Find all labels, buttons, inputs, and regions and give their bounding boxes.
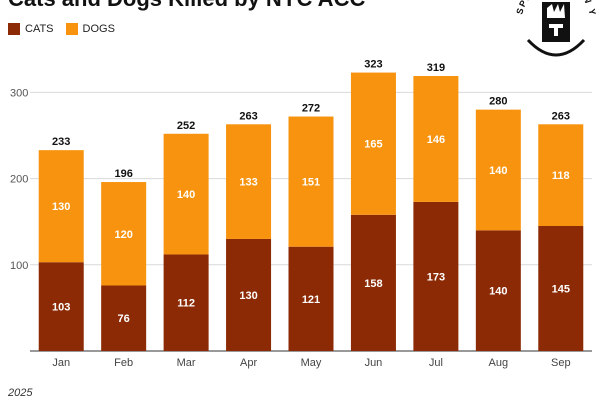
legend-swatch-dogs <box>65 23 78 35</box>
total-label-sep: 263 <box>552 110 570 122</box>
bar-cats-aug <box>475 230 521 351</box>
bar-dogs-jan <box>38 150 84 263</box>
bar-dogs-aug <box>475 109 521 231</box>
data-label-cats-jun: 158 <box>364 278 382 290</box>
bar-dogs-sep <box>538 124 584 227</box>
data-label-dogs-mar: 140 <box>177 189 195 201</box>
stamp-logo-icon: THE SPIRIT OF NEW YORK <box>514 0 596 57</box>
legend-swatch-cats <box>8 23 20 35</box>
data-label-cats-sep: 145 <box>552 284 570 296</box>
total-label-feb: 196 <box>114 168 132 180</box>
total-label-jun: 323 <box>364 59 382 71</box>
data-label-cats-aug: 140 <box>489 286 507 298</box>
legend: CATS DOGS <box>8 23 115 35</box>
bar-dogs-may <box>288 116 334 247</box>
total-label-mar: 252 <box>177 120 195 132</box>
bar-dogs-mar <box>163 133 209 255</box>
total-label-jul: 319 <box>427 62 445 74</box>
data-label-cats-apr: 130 <box>239 290 257 302</box>
data-label-dogs-jan: 130 <box>52 201 70 213</box>
data-label-dogs-jul: 146 <box>427 134 445 146</box>
data-label-dogs-jun: 165 <box>364 139 382 151</box>
data-label-dogs-aug: 140 <box>489 165 507 177</box>
total-label-aug: 280 <box>489 96 507 108</box>
total-label-jan: 233 <box>52 136 70 148</box>
data-label-dogs-feb: 120 <box>114 229 132 241</box>
data-label-cats-feb: 76 <box>118 313 130 325</box>
bar-cats-feb <box>101 285 147 351</box>
legend-item-dogs: DOGS <box>65 23 115 35</box>
data-label-cats-mar: 112 <box>177 298 195 310</box>
legend-label-cats: CATS <box>25 23 54 35</box>
bar-cats-mar <box>163 254 209 351</box>
footnote: 2025 <box>8 387 33 399</box>
y-tick-label-100: 100 <box>10 260 28 272</box>
x-tick-label-apr: Apr <box>240 357 257 369</box>
x-tick-label-jun: Jun <box>365 357 383 369</box>
data-label-cats-jul: 173 <box>427 271 445 283</box>
x-tick-label-feb: Feb <box>114 357 133 369</box>
legend-item-cats: CATS <box>8 23 54 35</box>
bar-dogs-jun <box>350 72 396 215</box>
x-tick-label-mar: Mar <box>177 357 196 369</box>
x-tick-label-may: May <box>301 357 322 369</box>
data-label-dogs-may: 151 <box>302 177 320 189</box>
bar-cats-jan <box>38 262 84 351</box>
bar-cats-may <box>288 246 334 351</box>
data-label-cats-jan: 103 <box>52 302 70 314</box>
bar-dogs-feb <box>101 182 147 286</box>
bar-cats-jun <box>350 214 396 351</box>
y-tick-label-300: 300 <box>10 87 28 99</box>
x-tick-label-sep: Sep <box>551 357 571 369</box>
data-label-dogs-sep: 118 <box>552 170 570 182</box>
bar-dogs-jul <box>413 76 459 202</box>
total-label-apr: 263 <box>239 110 257 122</box>
bar-cats-jul <box>413 201 459 351</box>
bar-cats-sep <box>538 226 584 351</box>
x-tick-label-jan: Jan <box>52 357 70 369</box>
x-tick-label-jul: Jul <box>429 357 443 369</box>
total-label-may: 272 <box>302 103 320 115</box>
data-label-dogs-apr: 133 <box>239 177 257 189</box>
chart-title: Cats and Dogs Killed by NYC ACC <box>8 0 365 12</box>
bar-cats-apr <box>226 238 272 351</box>
data-label-cats-may: 121 <box>302 294 320 306</box>
y-tick-label-200: 200 <box>10 174 28 186</box>
legend-label-dogs: DOGS <box>82 23 115 35</box>
x-tick-label-aug: Aug <box>489 357 509 369</box>
bar-dogs-apr <box>226 124 272 239</box>
